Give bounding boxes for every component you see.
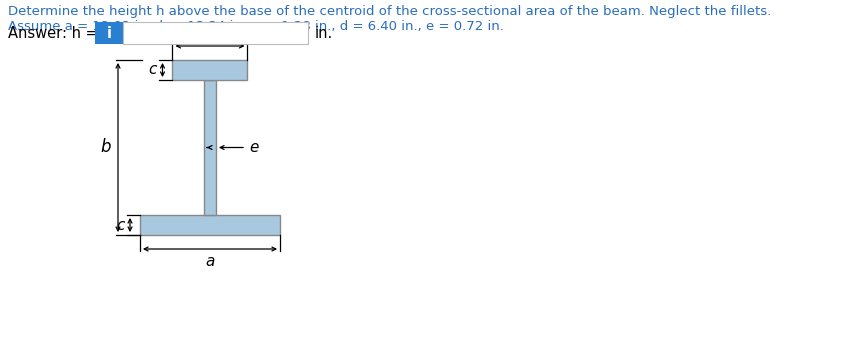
Text: $d$: $d$ <box>204 25 216 41</box>
Text: $e$: $e$ <box>249 140 260 155</box>
Text: $c$: $c$ <box>116 217 126 233</box>
Text: Answer: h =: Answer: h = <box>8 25 98 40</box>
Text: Determine the height h above the base of the centroid of the cross-sectional are: Determine the height h above the base of… <box>8 5 771 18</box>
Bar <box>95 22 123 44</box>
Bar <box>172 60 247 80</box>
Text: $a$: $a$ <box>205 254 215 269</box>
Bar <box>140 215 280 235</box>
Text: Assume a = 12.02 in., b = 13.34 in., c = 1.28 in., d = 6.40 in., e = 0.72 in.: Assume a = 12.02 in., b = 13.34 in., c =… <box>8 20 504 33</box>
Text: in.: in. <box>315 25 333 40</box>
Bar <box>123 22 308 44</box>
Text: i: i <box>107 25 112 40</box>
Text: $b$: $b$ <box>100 139 112 156</box>
Text: $c$: $c$ <box>148 62 158 78</box>
Bar <box>204 80 216 215</box>
